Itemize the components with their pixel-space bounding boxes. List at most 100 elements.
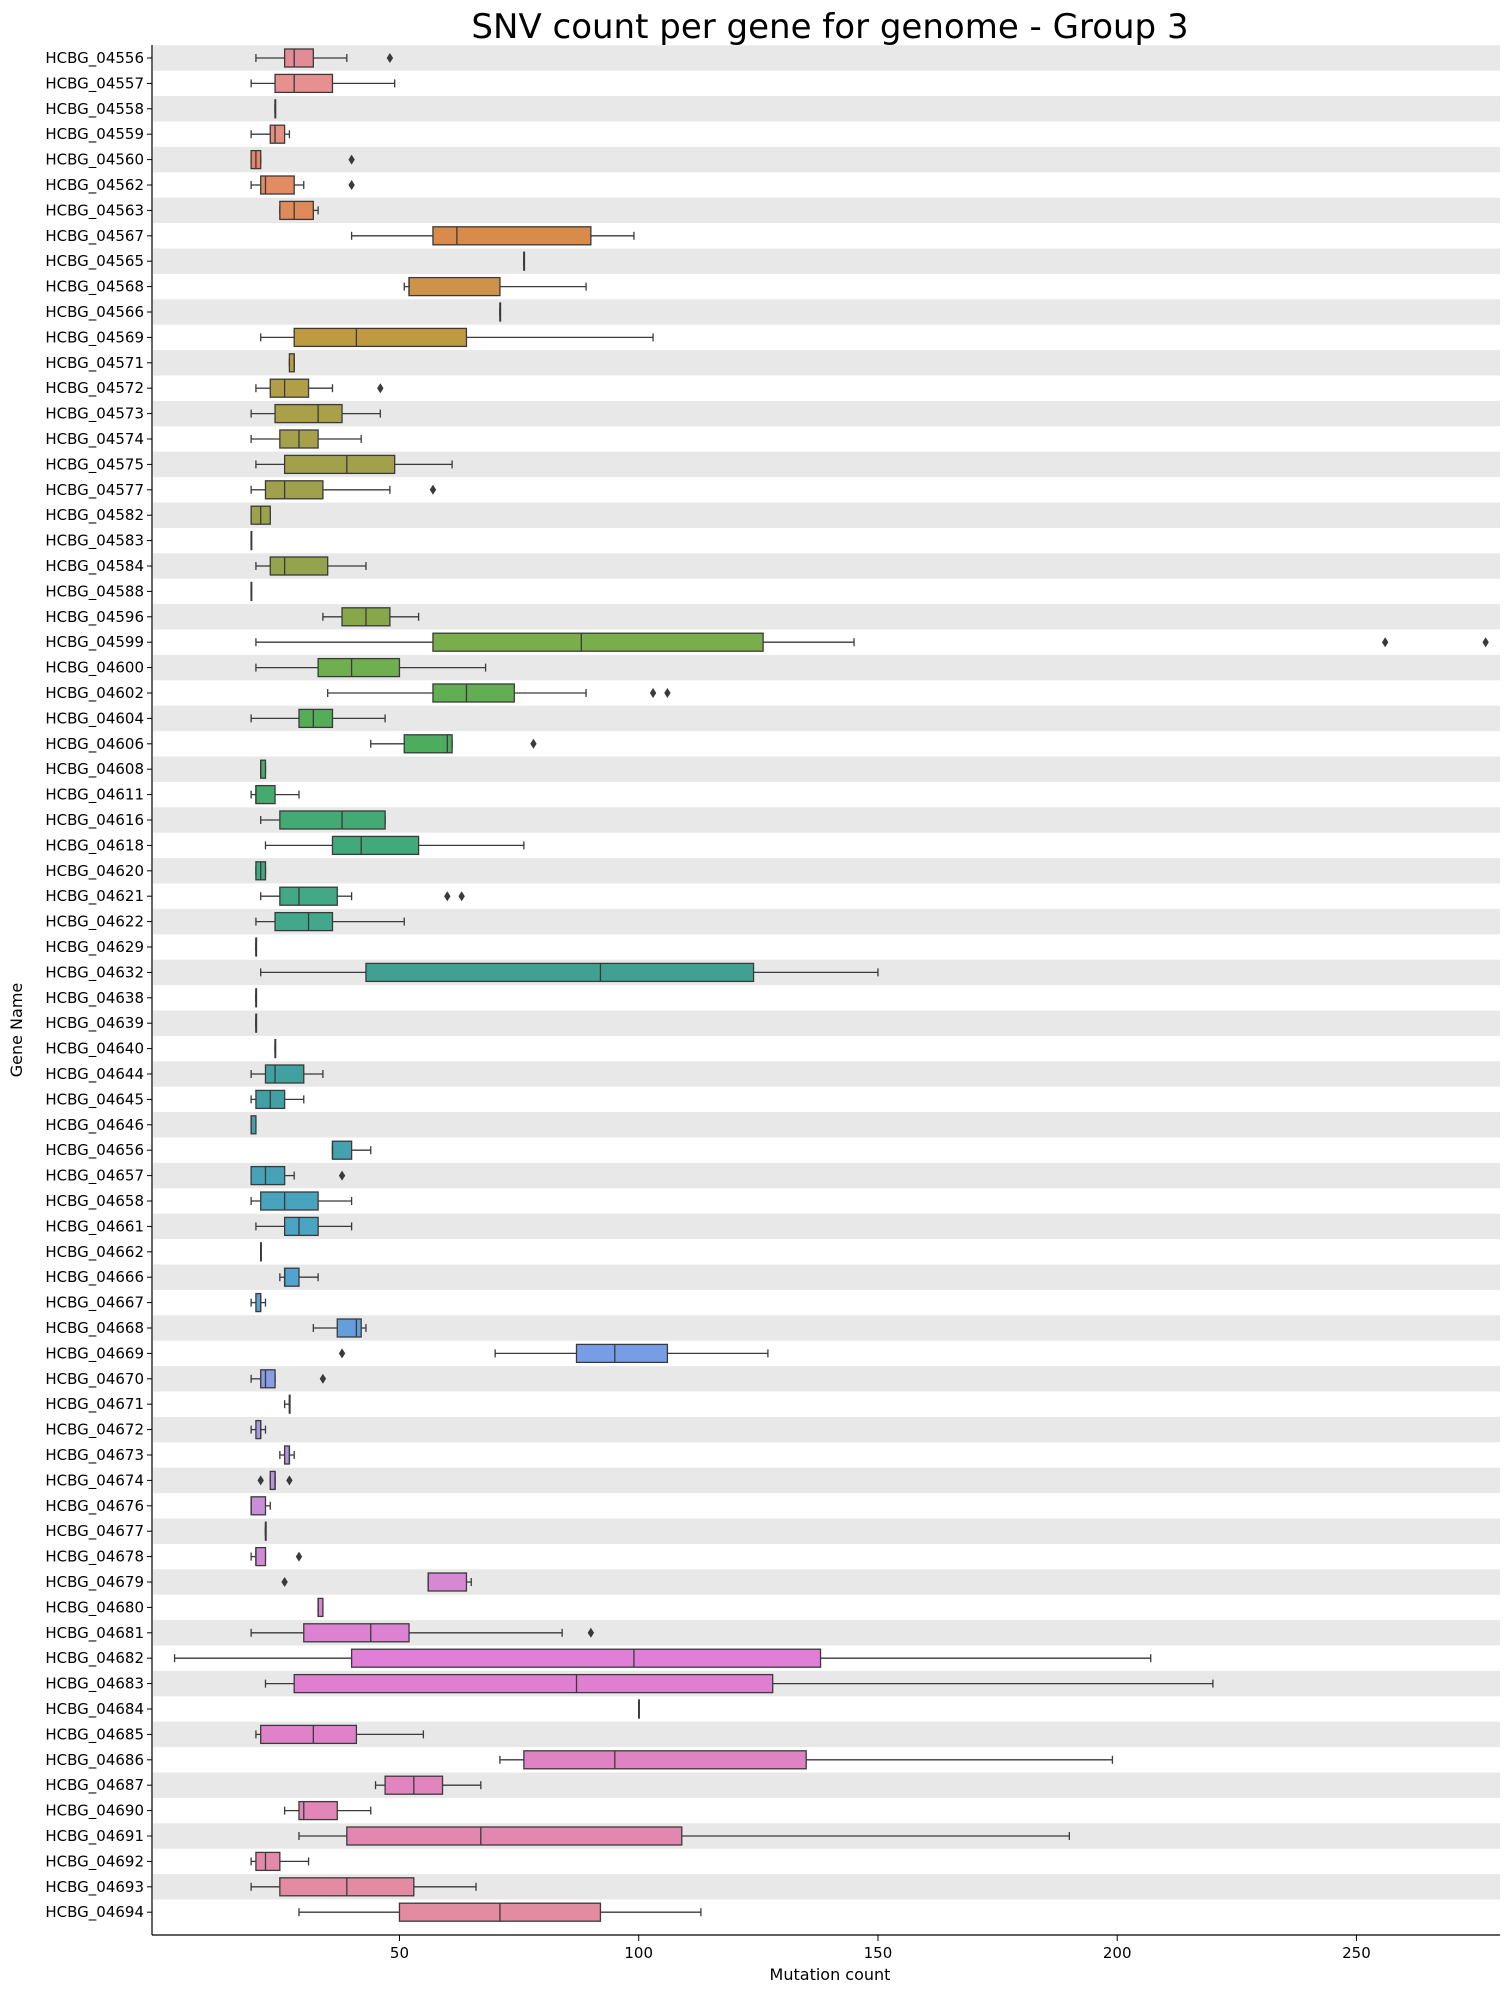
outlier-point <box>281 1577 288 1587</box>
y-tick-label: HCBG_04656 <box>45 1141 144 1160</box>
box-HCBG_04563 <box>279 200 319 221</box>
box-HCBG_04575 <box>255 454 453 475</box>
box-HCBG_04684 <box>638 1699 640 1719</box>
iqr-box <box>264 1064 305 1084</box>
y-tick-label: HCBG_04676 <box>45 1497 144 1516</box>
box-HCBG_04588 <box>250 581 253 602</box>
iqr-box <box>408 276 501 297</box>
iqr-box <box>255 784 276 805</box>
box-HCBG_04668 <box>312 1318 367 1338</box>
y-tick-label: HCBG_04599 <box>45 633 144 652</box>
y-tick-labels: HCBG_04556 HCBG_04557 HCBG_04558 HCBG_04559… <box>45 49 152 1922</box>
iqr-box <box>283 1267 300 1287</box>
box-HCBG_04691 <box>298 1826 1071 1846</box>
row-band <box>153 1162 1500 1189</box>
y-tick-label: HCBG_04559 <box>45 125 144 144</box>
iqr-box <box>255 1419 262 1440</box>
iqr-box <box>283 454 396 475</box>
box-HCBG_04572 <box>255 378 384 398</box>
box-HCBG_04669 <box>338 1343 769 1364</box>
row-band <box>153 553 1500 579</box>
y-tick-label: HCBG_04667 <box>45 1294 144 1313</box>
y-tick-label: HCBG_04618 <box>45 836 144 855</box>
iqr-box <box>283 48 314 68</box>
box-HCBG_04566 <box>499 302 502 322</box>
axes <box>151 45 1500 1936</box>
x-ticks: 50 100 150 200 250 <box>390 1935 1371 1962</box>
y-tick-label: HCBG_04569 <box>45 328 144 347</box>
y-tick-label: HCBG_04680 <box>45 1598 144 1617</box>
box-HCBG_04640 <box>274 1038 277 1059</box>
iqr-box <box>274 73 334 94</box>
y-tick-label: HCBG_04638 <box>45 989 144 1008</box>
iqr-box <box>269 124 286 144</box>
box-HCBG_04600 <box>255 657 487 678</box>
y-tick-label: HCBG_04608 <box>45 760 144 779</box>
iqr-box <box>279 886 338 906</box>
box-HCBG_04573 <box>250 403 381 424</box>
box-HCBG_04685 <box>255 1724 425 1745</box>
iqr-box <box>274 403 343 424</box>
y-axis-label: Gene Name <box>7 983 26 1078</box>
box-HCBG_04661 <box>255 1216 353 1237</box>
box-HCBG_04646 <box>250 1115 257 1135</box>
outlier-point <box>338 1170 346 1181</box>
iqr-box <box>279 810 386 830</box>
box-HCBG_04683 <box>264 1673 1214 1694</box>
iqr-box <box>432 226 592 246</box>
outlier-point <box>429 484 437 495</box>
y-tick-label: HCBG_04583 <box>45 532 144 551</box>
box-HCBG_04577 <box>250 480 437 500</box>
row-band <box>153 1518 1500 1544</box>
y-tick-label: HCBG_04629 <box>45 938 144 957</box>
box-HCBG_04679 <box>281 1572 472 1592</box>
box-HCBG_04629 <box>255 937 258 957</box>
iqr-box <box>274 911 334 932</box>
box-HCBG_04565 <box>523 251 526 271</box>
y-tick-label: HCBG_04661 <box>45 1217 144 1236</box>
iqr-box <box>432 683 515 703</box>
y-tick-label: HCBG_04685 <box>45 1725 144 1744</box>
iqr-box <box>298 1800 338 1821</box>
y-tick-label: HCBG_04565 <box>45 252 144 271</box>
y-tick-label: HCBG_04572 <box>45 379 144 398</box>
row-band <box>153 756 1500 782</box>
iqr-box <box>279 200 314 221</box>
outlier-point <box>587 1627 595 1638</box>
iqr-box <box>269 556 329 576</box>
y-tick-label: HCBG_04677 <box>45 1522 144 1541</box>
y-tick-label: HCBG_04602 <box>45 684 144 703</box>
box-HCBG_04622 <box>255 911 405 932</box>
y-tick-label: HCBG_04670 <box>45 1370 144 1389</box>
y-tick-label: HCBG_04645 <box>45 1090 144 1109</box>
box-HCBG_04602 <box>327 683 671 703</box>
y-tick-label: HCBG_04571 <box>45 354 144 373</box>
x-tick-label: 100 <box>624 1944 653 1962</box>
box-HCBG_04680 <box>317 1597 324 1618</box>
iqr-box <box>336 1318 362 1338</box>
box-HCBG_04606 <box>370 734 537 754</box>
iqr-box <box>288 353 295 373</box>
box-HCBG_04616 <box>260 810 386 830</box>
y-tick-label: HCBG_04644 <box>45 1065 144 1084</box>
iqr-box <box>331 1140 353 1160</box>
row-band <box>153 1213 1500 1240</box>
y-tick-label: HCBG_04639 <box>45 1014 144 1033</box>
y-tick-label: HCBG_04691 <box>45 1827 144 1846</box>
box-HCBG_04658 <box>250 1191 353 1211</box>
y-tick-label: HCBG_04692 <box>45 1852 144 1871</box>
iqr-box <box>331 835 420 856</box>
y-tick-label: HCBG_04568 <box>45 278 144 297</box>
row-band <box>153 350 1500 376</box>
iqr-box <box>269 1470 276 1491</box>
box-HCBG_04644 <box>250 1064 324 1084</box>
box-HCBG_04667 <box>250 1292 267 1313</box>
outlier-point <box>444 891 451 902</box>
box-HCBG_04571 <box>288 353 295 373</box>
y-tick-label: HCBG_04573 <box>45 405 144 424</box>
iqr-box <box>523 1750 807 1770</box>
iqr-box <box>260 1724 358 1745</box>
y-tick-label: HCBG_04668 <box>45 1319 144 1338</box>
box-HCBG_04672 <box>250 1419 267 1440</box>
row-band <box>153 1416 1500 1443</box>
